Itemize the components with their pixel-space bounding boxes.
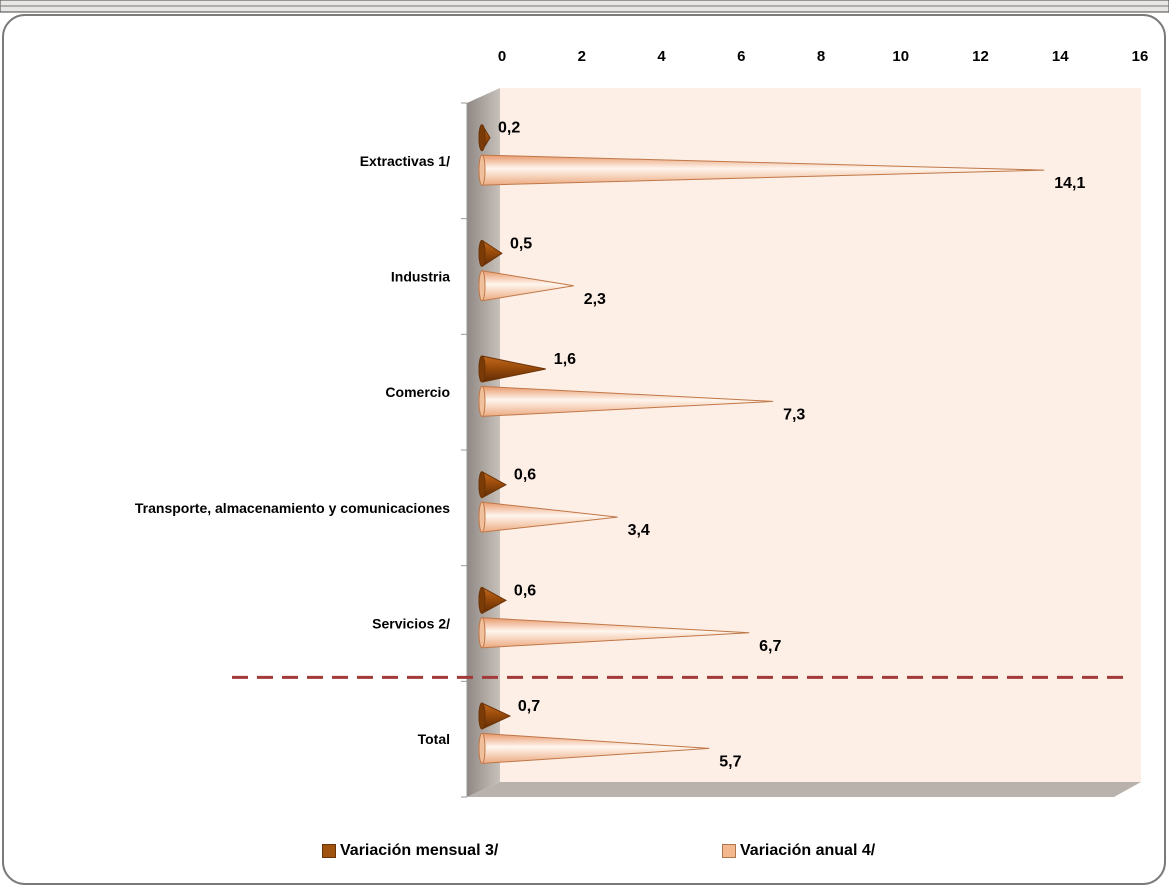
tick-label: 4 (657, 48, 666, 65)
data-label-monthly: 0,2 (498, 120, 520, 137)
tick-label: 0 (498, 48, 506, 65)
category-label: Total (418, 731, 450, 747)
cone-monthly (478, 471, 507, 499)
data-label-annual: 2,3 (584, 291, 606, 308)
chart-floor (467, 782, 1141, 797)
legend: Variación mensual 3/ Variación anual 4/ (0, 842, 1169, 872)
data-label-annual: 6,7 (759, 638, 781, 655)
value-axis-ticks: 0 2 4 6 8 10 12 14 16 (498, 48, 1149, 65)
tick-label: 12 (972, 48, 989, 65)
cone-monthly (478, 702, 512, 730)
data-labels: 0,2 14,1 0,5 2,3 1,6 7,3 0,6 3,4 0,6 6,7 0,7 5,7 (498, 120, 1086, 771)
tick-label: 10 (892, 48, 909, 65)
category-label: Servicios 2/ (372, 616, 450, 632)
cone-annual (478, 270, 574, 302)
legend-swatch-annual (722, 844, 736, 858)
data-label-annual: 7,3 (783, 406, 805, 423)
data-label-annual: 14,1 (1054, 175, 1085, 192)
data-label-monthly: 0,5 (510, 235, 532, 252)
cone-annual (478, 154, 1045, 186)
cone-monthly (478, 124, 491, 152)
legend-label-annual: Variación anual 4/ (740, 842, 876, 859)
data-label-annual: 3,4 (628, 522, 650, 539)
legend-swatch-monthly (322, 844, 336, 858)
plot-area (500, 88, 1141, 782)
cone-monthly (478, 355, 546, 383)
cone-monthly (478, 239, 503, 267)
chart-side-wall (467, 88, 500, 797)
legend-item-annual: Variación anual 4/ (722, 842, 875, 860)
data-label-monthly: 1,6 (554, 351, 576, 368)
legend-label-monthly: Variación mensual 3/ (340, 842, 499, 859)
category-labels: Extractivas 1/Industria Comercio Transport… (135, 153, 450, 747)
cone-monthly (478, 586, 507, 614)
category-axis-ticks (461, 102, 467, 798)
tick-label: 16 (1132, 48, 1149, 65)
category-label: Industria (391, 269, 450, 285)
tick-label: 14 (1052, 48, 1069, 65)
cone-annual (478, 385, 774, 417)
cone-annual (478, 501, 618, 533)
tick-label: 2 (578, 48, 586, 65)
cone-annual (478, 732, 710, 764)
tick-label: 6 (737, 48, 745, 65)
tick-label: 8 (817, 48, 825, 65)
category-label: Transporte, almacenamiento y comunicacio… (135, 500, 450, 516)
data-label-annual: 5,7 (719, 753, 741, 770)
data-label-monthly: 0,7 (518, 698, 540, 715)
cone-annual (478, 617, 750, 649)
category-label: Extractivas 1/ (360, 153, 450, 169)
cone-series (478, 124, 1045, 764)
data-label-monthly: 0,6 (514, 467, 536, 484)
data-label-monthly: 0,6 (514, 582, 536, 599)
legend-item-monthly: Variación mensual 3/ (322, 842, 498, 860)
category-label: Comercio (385, 384, 450, 400)
